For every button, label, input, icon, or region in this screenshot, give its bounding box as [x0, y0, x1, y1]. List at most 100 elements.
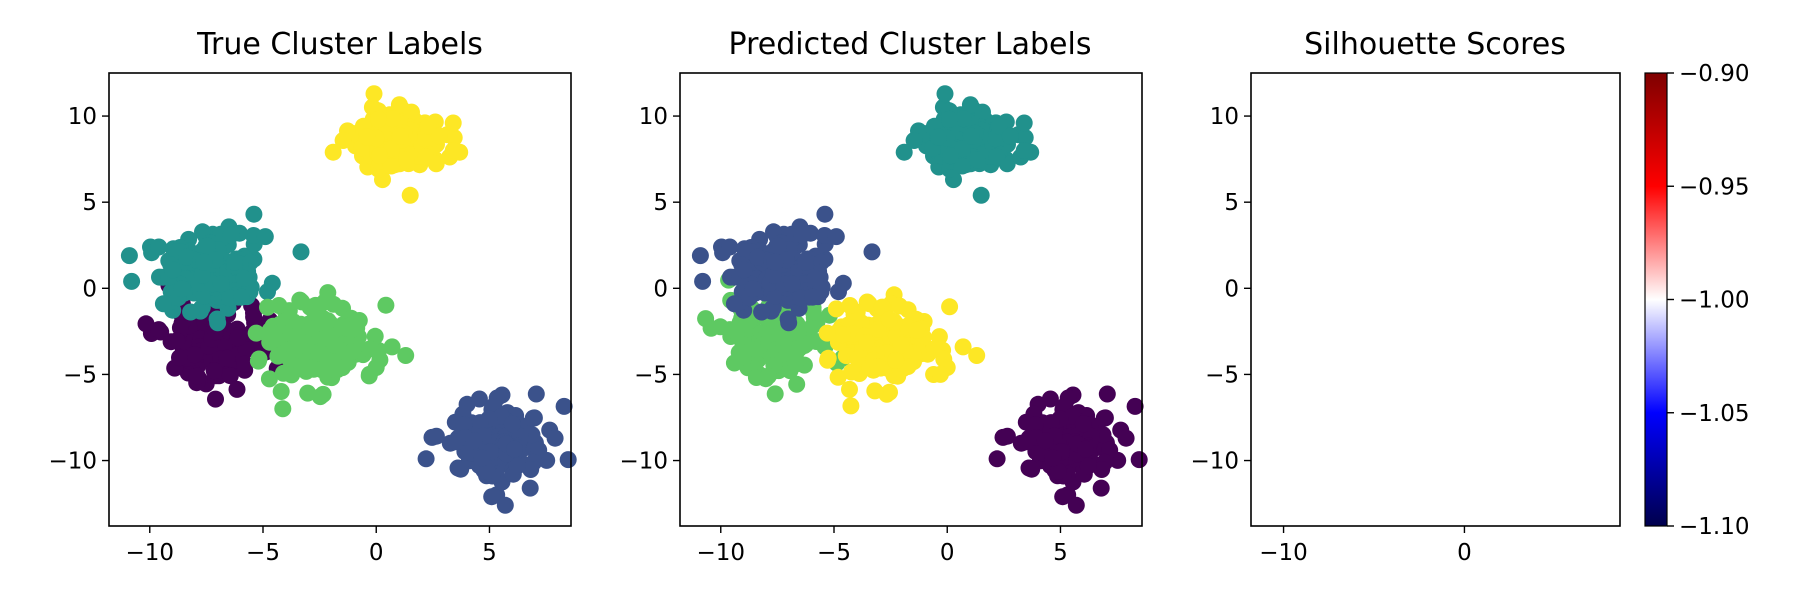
scatter-point — [1015, 114, 1033, 132]
scatter-point — [137, 315, 155, 333]
scatter-point — [470, 390, 488, 408]
scatter-point — [869, 320, 887, 338]
scatter-point — [925, 340, 943, 358]
scatter-point — [508, 457, 526, 475]
scatter-point — [753, 303, 771, 321]
scatter-point — [178, 248, 195, 266]
scatter-point — [721, 238, 739, 256]
scatter-point — [1067, 496, 1085, 514]
scatter-point — [245, 308, 263, 326]
scatter-point — [866, 382, 884, 400]
scatter-point — [256, 228, 274, 246]
scatter-point — [249, 352, 267, 370]
scatter-point — [390, 96, 408, 114]
predicted-labels-panel: Predicted Cluster Labels −10 −5 0 5 −10 −5 0 5 1… — [619, 27, 1148, 566]
scatter-point — [1044, 449, 1062, 467]
scatter-point — [769, 237, 787, 255]
y-tick-label: −5 — [1205, 362, 1239, 388]
scatter-point — [444, 142, 462, 159]
scatter-point — [1041, 390, 1059, 408]
axis-ticks: −10 0 −10 −5 0 5 10 — [1190, 104, 1471, 566]
scatter-point — [962, 127, 980, 145]
scatter-point — [302, 359, 320, 377]
scatter-point — [188, 367, 206, 385]
scatter-point — [905, 132, 923, 149]
scatter-point — [229, 329, 247, 347]
scatter-point — [908, 321, 926, 339]
y-tick-label: −5 — [63, 362, 97, 388]
scatter-point — [150, 238, 168, 256]
scatter-point — [272, 383, 290, 400]
scatter-point — [691, 247, 709, 265]
scatter-point — [766, 385, 784, 403]
y-tick-label: 10 — [639, 104, 668, 130]
scatter-point — [445, 129, 463, 147]
scatter-point — [1126, 397, 1144, 415]
scatter-point — [427, 427, 445, 445]
scatter-point — [150, 321, 168, 339]
scatter-point — [744, 280, 762, 298]
scatter-point — [969, 151, 986, 169]
x-tick-label: −10 — [125, 540, 174, 566]
scatter-point — [360, 365, 378, 383]
scatter-point — [830, 283, 847, 301]
scatter-point — [834, 326, 851, 344]
scatter-point — [168, 332, 186, 350]
scatter-point — [759, 367, 777, 385]
scatter-point — [972, 186, 990, 204]
scatter-point — [226, 253, 243, 271]
scatter-point — [998, 427, 1016, 445]
y-tick-label: 10 — [68, 104, 97, 130]
scatter-point — [326, 336, 344, 354]
scatter-point — [245, 205, 263, 223]
scatter-point — [218, 349, 236, 367]
scatter-point — [417, 450, 435, 468]
scatter-point — [931, 365, 949, 383]
scatter-point — [764, 266, 782, 284]
scatter-point — [827, 300, 845, 318]
scatter-point — [941, 298, 959, 316]
scatter-point — [841, 380, 858, 398]
scatter-point — [333, 359, 351, 377]
scatter-point — [371, 147, 388, 165]
plot-frame — [108, 72, 572, 527]
scatter-point — [274, 400, 292, 418]
colorbar-tick-label: −1.00 — [1679, 288, 1749, 314]
scatter-point — [471, 414, 489, 432]
scatter-point — [205, 362, 223, 380]
scatter-point — [843, 363, 860, 381]
scatter-points — [691, 85, 1148, 514]
scatter-point — [222, 226, 240, 244]
scatter-point — [236, 355, 254, 373]
scatter-point — [164, 261, 182, 279]
scatter-point — [292, 243, 310, 261]
scatter-point — [788, 375, 806, 393]
scatter-point — [1016, 129, 1034, 147]
y-tick-label: 0 — [1224, 276, 1239, 302]
colorbar-tick-label: −1.10 — [1679, 514, 1749, 540]
scatter-point — [1095, 409, 1113, 427]
scatter-points — [120, 85, 577, 514]
scatter-point — [235, 269, 253, 287]
colorbar — [1645, 73, 1667, 526]
scatter-point — [804, 288, 821, 306]
scatter-point — [954, 338, 972, 356]
chart-title: Predicted Cluster Labels — [729, 27, 1092, 62]
scatter-point — [228, 380, 246, 398]
scatter-point — [198, 237, 216, 255]
scatter-point — [391, 127, 409, 145]
scatter-point — [359, 128, 376, 146]
scatter-point — [1023, 460, 1041, 478]
scatter-point — [259, 283, 276, 301]
scatter-point — [506, 440, 523, 458]
scatter-point — [783, 275, 801, 293]
scatter-point — [936, 85, 954, 103]
scatter-point — [260, 370, 278, 388]
scatter-point — [555, 397, 573, 415]
scatter-point — [171, 349, 188, 367]
scatter-point — [417, 148, 435, 166]
scatter-point — [237, 341, 255, 359]
scatter-point — [735, 261, 753, 279]
scatter-point — [1093, 461, 1111, 478]
scatter-point — [120, 247, 138, 265]
